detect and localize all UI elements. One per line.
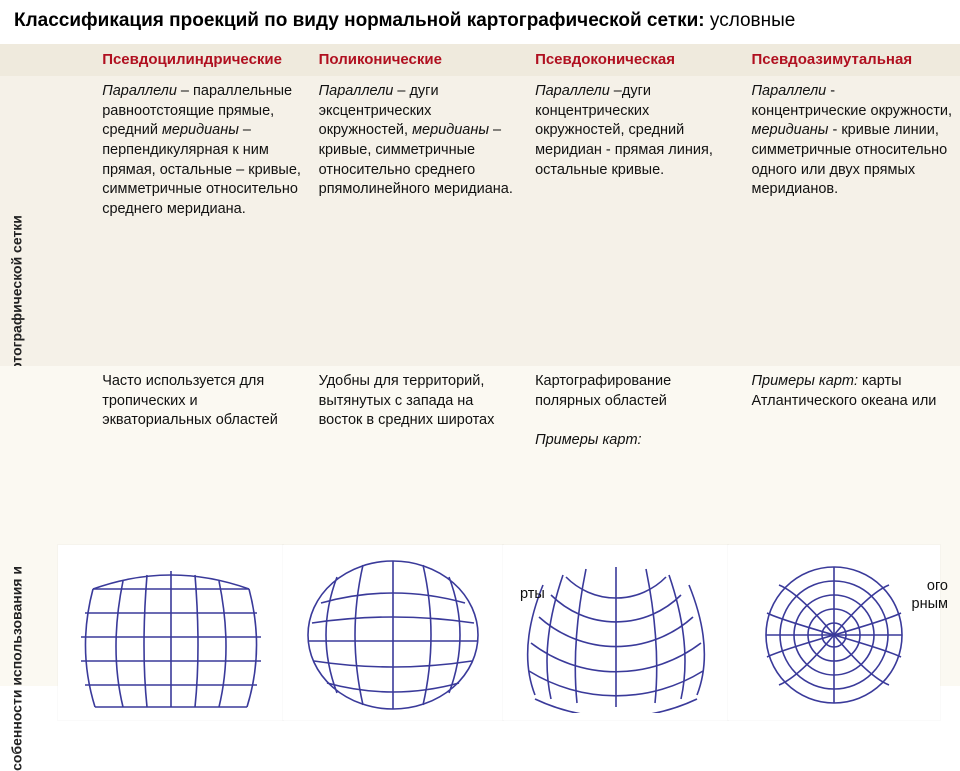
spacer-features <box>34 76 94 366</box>
diagram-left-gap <box>0 545 58 720</box>
cell-features-pseudocyl: Параллели – параллельные равноотстоящие … <box>94 76 310 366</box>
cell-features-polyconic: Параллели – дуги эксцентрических окружно… <box>311 76 527 366</box>
diagram-polyconic <box>283 545 503 720</box>
diagram-pseudoazimuthal <box>728 545 940 720</box>
cell-features-pseudoazim: Параллели - концентрические окружности, … <box>744 76 960 366</box>
text-frag-2a: ого <box>927 578 948 594</box>
pseudocylindrical-grid-icon <box>71 553 271 713</box>
col-header-polyconic: Поликонические <box>311 44 527 76</box>
rowlabel-features: Особенности картографической сетки <box>0 76 34 366</box>
text-frag-2b: рным <box>912 596 948 612</box>
title-bold: Классификация проекций по виду нормально… <box>14 10 705 31</box>
page-title: Классификация проекций по виду нормально… <box>0 0 960 44</box>
text-frag-1: рты <box>520 586 545 602</box>
col-header-pseudocyl: Псевдоцилиндрические <box>94 44 310 76</box>
diagram-pseudocylindrical <box>58 545 283 720</box>
table-row-features: Особенности картографической сетки Парал… <box>0 76 960 366</box>
pseudoconic-grid-icon <box>511 553 721 713</box>
header-empty-1 <box>0 44 34 76</box>
col-header-pseudoconic: Псевдоконическая <box>527 44 743 76</box>
header-empty-2 <box>34 44 94 76</box>
pseudoazimuthal-grid-icon <box>739 553 929 713</box>
col-header-pseudoazim: Псевдоазимутальная <box>744 44 960 76</box>
title-rest: условные <box>705 10 796 31</box>
diagram-pseudoconic <box>503 545 728 720</box>
projection-diagrams-row: рты ого рным <box>0 535 960 720</box>
polyconic-grid-icon <box>293 553 493 713</box>
table-header-row: Псевдоцилиндрические Поликонические Псев… <box>0 44 960 76</box>
cell-features-pseudoconic: Параллели –дуги концентрических окружнос… <box>527 76 743 366</box>
